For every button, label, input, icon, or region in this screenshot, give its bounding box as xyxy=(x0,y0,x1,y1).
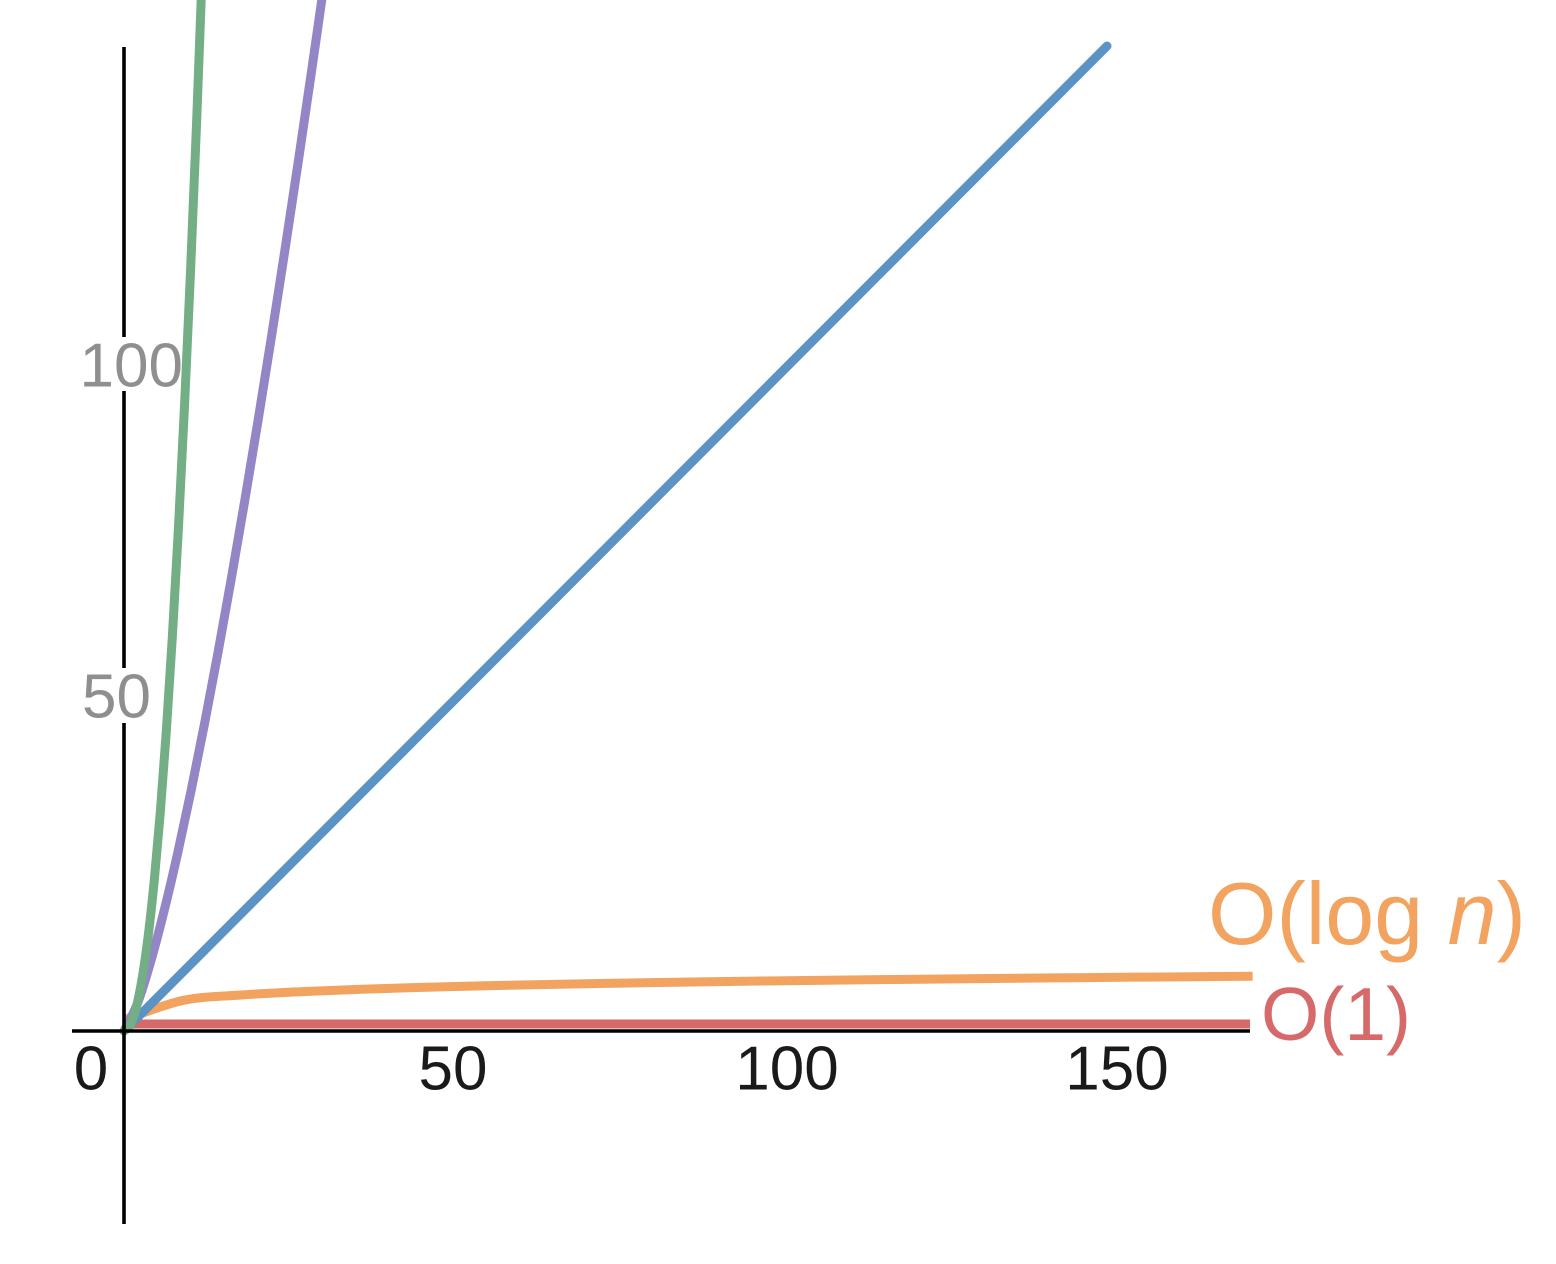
svg-text:100: 100 xyxy=(80,332,183,401)
svg-text:50: 50 xyxy=(419,1034,488,1103)
svg-text:100: 100 xyxy=(735,1034,838,1103)
svg-text:150: 150 xyxy=(1065,1034,1168,1103)
svg-text:O(log n): O(log n) xyxy=(1208,864,1526,963)
svg-text:0: 0 xyxy=(74,1034,108,1103)
svg-text:50: 50 xyxy=(82,662,151,731)
svg-text:O(1): O(1) xyxy=(1261,972,1411,1056)
